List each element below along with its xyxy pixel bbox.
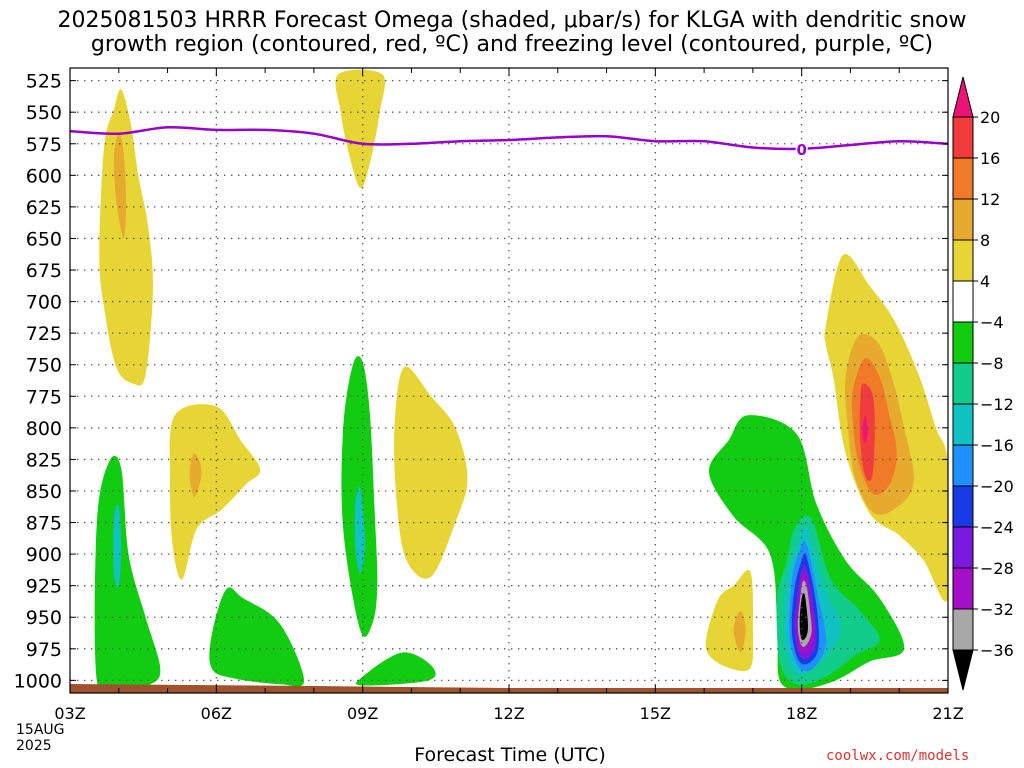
chart-title-line-1: 2025081503 HRRR Forecast Omega (shaded, …	[57, 8, 967, 33]
x-axis: 03Z 06Z 09Z 12Z 15Z 18Z 21Z	[54, 68, 964, 723]
freezing-level: 0	[69, 125, 949, 159]
colorbar-bin	[952, 444, 974, 487]
colorbar: 20 16 12 8 4 −4 −8 −12 −16 −20 −24 −28 −32 −36	[952, 76, 1014, 691]
colorbar-label: 8	[980, 231, 990, 250]
colorbar-bin	[952, 116, 974, 159]
y-tick-label: 1000	[14, 670, 62, 692]
y-axis: 525 550 575 600 625 650 675 700 725 750 775 800 825 8…	[14, 71, 948, 692]
colorbar-bin	[952, 567, 974, 610]
x-tick-label: 09Z	[347, 704, 378, 723]
colorbar-label: 12	[980, 190, 1000, 209]
omega-shading	[94, 69, 948, 693]
colorbar-label: −36	[980, 641, 1014, 660]
omega-region	[99, 89, 153, 386]
omega-region	[113, 504, 122, 588]
x-axis-label: Forecast Time (UTC)	[414, 744, 606, 766]
y-tick-label: 975	[26, 639, 62, 661]
colorbar-label: −12	[980, 395, 1014, 414]
omega-region	[169, 404, 261, 580]
omega-region	[862, 415, 868, 443]
omega-region	[393, 366, 468, 579]
freezing-level-label-bg	[795, 140, 808, 157]
colorbar-bin	[952, 239, 974, 282]
omega-region	[94, 455, 161, 693]
chart-title-line-2: growth region (contoured, red, ºC) and f…	[90, 32, 934, 57]
y-tick-label: 725	[26, 323, 62, 345]
x-tick-label: 03Z	[54, 704, 85, 723]
x-tick-label: 21Z	[932, 704, 963, 723]
omega-region	[335, 69, 386, 189]
y-tick-label: 850	[26, 481, 62, 503]
colorbar-label: −28	[980, 559, 1014, 578]
y-tick-label: 750	[26, 355, 62, 377]
colorbar-label: 20	[980, 108, 1000, 127]
y-tick-label: 775	[26, 386, 62, 408]
colorbar-label: −32	[980, 600, 1014, 619]
y-tick-label: 575	[26, 134, 62, 156]
colorbar-bin	[952, 280, 974, 323]
colorbar-bin	[952, 321, 974, 364]
x-tick-label: 18Z	[786, 704, 817, 723]
colorbar-bin	[952, 526, 974, 569]
colorbar-label: −4	[980, 313, 1004, 332]
omega-region	[356, 652, 436, 686]
colorbar-label: −16	[980, 436, 1014, 455]
credit-link[interactable]: coolwx.com/models	[826, 748, 970, 764]
omega-region	[113, 133, 127, 239]
omega-region	[209, 587, 305, 687]
y-tick-label: 700	[26, 292, 62, 314]
omega-region	[733, 610, 746, 653]
y-tick-label: 800	[26, 418, 62, 440]
colorbar-label: 16	[980, 149, 1000, 168]
colorbar-bin	[952, 362, 974, 405]
x-tick-label: 06Z	[201, 704, 232, 723]
y-tick-label: 675	[26, 260, 62, 282]
omega-region	[705, 569, 754, 672]
y-tick-label: 875	[26, 513, 62, 535]
colorbar-bin	[952, 485, 974, 528]
colorbar-bin	[952, 608, 974, 651]
y-tick-label: 825	[26, 449, 62, 471]
date-label-year: 2025	[16, 738, 52, 754]
colorbar-label: 4	[980, 272, 990, 291]
colorbar-bin	[952, 403, 974, 446]
y-tick-label: 525	[26, 71, 62, 93]
colorbar-label: −8	[980, 354, 1004, 373]
y-tick-label: 950	[26, 607, 62, 629]
y-tick-label: 625	[26, 197, 62, 219]
colorbar-bin	[952, 157, 974, 200]
x-tick-label: 12Z	[493, 704, 524, 723]
y-tick-label: 600	[26, 165, 62, 187]
x-tick-label: 15Z	[640, 704, 671, 723]
colorbar-bin	[952, 76, 974, 118]
y-tick-label: 900	[26, 544, 62, 566]
omega-region	[189, 453, 202, 498]
date-label-day: 15AUG	[16, 722, 65, 738]
date-label: 15AUG 2025	[16, 722, 65, 754]
colorbar-label: −20	[980, 477, 1014, 496]
colorbar-bin	[952, 649, 974, 691]
freezing-level-label: 0	[796, 141, 806, 159]
colorbar-label: −24	[980, 518, 1014, 537]
y-tick-label: 925	[26, 576, 62, 598]
colorbar-bin	[952, 198, 974, 241]
y-tick-label: 550	[26, 102, 62, 124]
y-tick-label: 650	[26, 228, 62, 250]
